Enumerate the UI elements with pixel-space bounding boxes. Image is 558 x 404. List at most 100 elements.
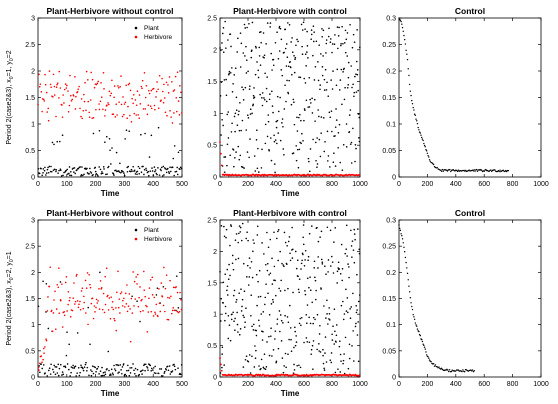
data-point — [283, 365, 285, 367]
data-point — [309, 148, 312, 150]
data-point — [104, 371, 106, 373]
data-point — [411, 99, 413, 102]
data-point — [263, 353, 266, 356]
data-point — [173, 145, 176, 147]
data-point — [326, 313, 328, 315]
data-point — [129, 89, 132, 92]
data-point — [312, 340, 315, 342]
data-point — [101, 366, 103, 369]
data-point — [334, 330, 336, 333]
data-point — [97, 300, 99, 302]
data-point — [250, 314, 252, 317]
data-point — [330, 361, 333, 364]
data-point — [325, 52, 327, 54]
data-point — [318, 115, 320, 118]
data-point — [104, 109, 107, 111]
data-point — [97, 175, 99, 177]
data-point — [270, 327, 272, 329]
y-tick-label: 0.5 — [25, 348, 35, 355]
data-point — [426, 152, 429, 154]
data-point — [347, 311, 349, 314]
data-point — [322, 117, 325, 119]
data-point — [339, 371, 342, 373]
data-point — [255, 273, 258, 276]
data-point — [148, 92, 151, 95]
data-point — [318, 343, 320, 345]
data-point — [222, 51, 225, 54]
data-point — [225, 94, 228, 97]
data-point — [138, 172, 141, 175]
data-point — [243, 316, 245, 319]
data-point — [399, 19, 402, 21]
data-point — [154, 108, 156, 111]
data-point — [104, 115, 106, 117]
data-point — [91, 365, 94, 367]
data-point — [236, 311, 238, 314]
data-point — [353, 228, 356, 231]
x-axis-label: Time — [101, 389, 120, 398]
data-point — [278, 50, 281, 52]
y-tick-label: 0.5 — [25, 148, 35, 155]
data-point — [102, 371, 105, 374]
data-point — [322, 348, 324, 351]
data-point — [47, 166, 49, 169]
data-point — [329, 229, 332, 232]
data-point — [264, 368, 267, 371]
data-point — [144, 132, 146, 135]
data-point — [422, 343, 424, 345]
data-point — [334, 135, 336, 137]
data-point — [350, 306, 353, 308]
data-point — [442, 170, 444, 172]
data-point — [239, 231, 242, 233]
data-point — [84, 81, 86, 84]
data-point — [505, 169, 507, 172]
data-point — [220, 369, 223, 372]
data-point — [253, 87, 255, 89]
data-point — [408, 291, 411, 293]
data-point — [153, 166, 156, 168]
data-point — [267, 114, 270, 116]
data-point — [120, 291, 123, 293]
data-point — [229, 244, 231, 247]
data-point — [272, 58, 275, 61]
data-point — [320, 132, 322, 134]
data-point — [294, 330, 297, 333]
data-point — [323, 78, 326, 81]
data-point — [339, 161, 342, 164]
data-point — [428, 359, 431, 361]
data-point — [53, 299, 55, 301]
data-point — [68, 343, 70, 346]
data-point — [39, 362, 41, 365]
data-point — [399, 229, 402, 232]
data-point — [318, 138, 321, 141]
data-point — [43, 347, 45, 350]
data-point — [440, 170, 443, 172]
data-point — [406, 58, 409, 61]
data-point — [61, 374, 63, 376]
data-point — [330, 110, 333, 112]
data-point — [227, 73, 230, 76]
y-tick-label: 0.1 — [386, 122, 396, 129]
data-point — [251, 21, 254, 24]
data-point — [66, 168, 69, 171]
data-point — [342, 362, 344, 365]
data-point — [220, 164, 223, 167]
data-point — [227, 137, 230, 139]
data-point — [289, 66, 292, 69]
data-point — [238, 129, 241, 132]
data-point — [306, 51, 308, 53]
data-point — [436, 166, 438, 169]
data-point — [333, 343, 336, 345]
data-point — [349, 143, 352, 145]
data-point — [359, 46, 361, 49]
data-point — [321, 66, 324, 68]
data-point — [124, 292, 127, 295]
data-point — [306, 277, 309, 280]
data-point — [40, 355, 43, 357]
data-point — [334, 227, 337, 229]
data-point — [324, 265, 326, 267]
data-point — [65, 169, 67, 172]
data-point — [169, 279, 171, 282]
data-point — [46, 168, 49, 171]
data-point — [299, 317, 301, 320]
